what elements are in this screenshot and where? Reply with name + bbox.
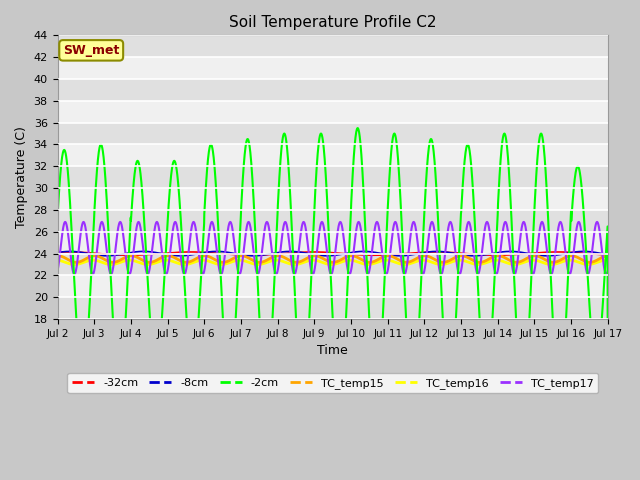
Bar [58, 57, 608, 79]
Text: SW_met: SW_met [63, 44, 120, 57]
Bar [58, 122, 608, 144]
Bar [58, 188, 608, 210]
Bar [58, 210, 608, 232]
Bar [58, 36, 608, 57]
Bar [58, 297, 608, 319]
Y-axis label: Temperature (C): Temperature (C) [15, 126, 28, 228]
Legend: -32cm, -8cm, -2cm, TC_temp15, TC_temp16, TC_temp17: -32cm, -8cm, -2cm, TC_temp15, TC_temp16,… [67, 373, 598, 393]
Bar [58, 79, 608, 101]
Bar [58, 166, 608, 188]
Bar [58, 232, 608, 253]
Bar [58, 144, 608, 166]
X-axis label: Time: Time [317, 344, 348, 357]
Bar [58, 276, 608, 297]
Title: Soil Temperature Profile C2: Soil Temperature Profile C2 [229, 15, 436, 30]
Bar [58, 101, 608, 122]
Bar [58, 253, 608, 276]
